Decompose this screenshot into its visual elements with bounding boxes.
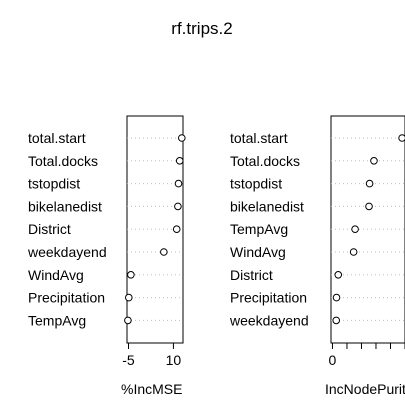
category-label: total.start xyxy=(230,130,288,146)
category-label: bikelanedist xyxy=(230,198,304,214)
x-axis-label: IncNodePurity xyxy=(325,381,405,397)
category-label: tstopdist xyxy=(230,176,282,192)
x-tick-label: 0 xyxy=(329,352,337,368)
data-point xyxy=(124,293,133,302)
category-label: total.start xyxy=(28,130,86,146)
category-label: Precipitation xyxy=(28,290,105,306)
x-tick-label: -5 xyxy=(122,352,135,368)
category-label: Precipitation xyxy=(230,290,307,306)
x-axis-label: %IncMSE xyxy=(121,381,182,397)
category-label: Total.docks xyxy=(28,153,98,169)
data-point xyxy=(178,134,186,142)
data-point xyxy=(365,179,374,188)
category-label: District xyxy=(28,221,71,237)
incnodepurity-panel: total.start Total.docks tstopdist bikelaned… xyxy=(229,115,405,397)
data-point xyxy=(398,134,405,142)
category-label: weekdayend xyxy=(27,244,107,260)
category-label: WindAvg xyxy=(230,244,286,260)
x-tick-label: 10 xyxy=(166,352,182,368)
data-point xyxy=(172,225,181,233)
data-point xyxy=(160,248,168,256)
data-point xyxy=(174,202,182,211)
category-label: TempAvg xyxy=(230,221,288,237)
category-label: tstopdist xyxy=(28,176,80,192)
incmse-panel: total.start Total.docks tstopdist bikelaned… xyxy=(27,115,186,397)
data-point xyxy=(334,271,343,279)
data-point xyxy=(175,157,184,165)
category-label: TempAvg xyxy=(28,312,86,328)
data-point xyxy=(332,316,341,325)
data-point xyxy=(349,248,358,256)
category-label: WindAvg xyxy=(28,267,84,283)
data-point xyxy=(332,293,341,302)
data-point xyxy=(365,202,373,211)
category-label: District xyxy=(230,267,273,283)
data-point xyxy=(351,225,359,233)
data-point xyxy=(174,179,183,188)
category-label: Total.docks xyxy=(230,153,300,169)
data-point xyxy=(370,157,378,165)
data-point xyxy=(127,271,135,279)
chart-title: rf.trips.2 xyxy=(171,19,232,38)
category-label: bikelanedist xyxy=(28,198,102,214)
data-point xyxy=(124,316,132,325)
category-label: weekdayend xyxy=(229,312,309,328)
